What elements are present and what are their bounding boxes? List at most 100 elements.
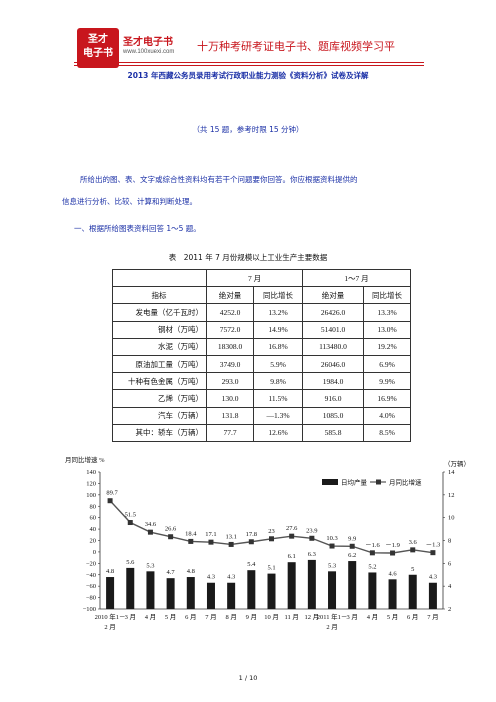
table-cell: 十种有色金属（万吨） xyxy=(112,372,207,391)
line-value-label: 23 xyxy=(268,528,275,535)
table-group-header-row: 7 月 1～7 月 xyxy=(112,268,411,288)
x-tick-label: 4 月 xyxy=(145,613,156,621)
y-axis-label: 月同比增速 % xyxy=(65,455,105,464)
group-header-july: 7 月 xyxy=(206,268,303,288)
line-value-label: －1.3 xyxy=(426,542,441,549)
group-header-jan-jul: 1～7 月 xyxy=(302,268,411,288)
question-meta: （共 15 题，参考时限 15 分钟） xyxy=(192,125,304,134)
table-row: 汽车（万辆） 131.8 —1.3% 1085.0 4.0% xyxy=(112,406,411,425)
column-header: 绝对量 xyxy=(206,286,254,305)
bar-value-label: 5.1 xyxy=(267,565,275,572)
bar xyxy=(126,567,135,609)
table-cell: 13.0% xyxy=(363,320,411,339)
bar-value-label: 4.7 xyxy=(167,569,176,576)
line-value-label: －1.9 xyxy=(385,542,400,549)
bar xyxy=(106,577,115,609)
table-row: 原油加工量（万吨） 3749.0 5.9% 26046.0 6.9% xyxy=(112,354,411,374)
table-cell: 51401.0 xyxy=(302,320,364,339)
bar xyxy=(307,559,316,609)
line-point xyxy=(188,538,194,544)
bar xyxy=(348,561,357,609)
line-value-label: 17.1 xyxy=(205,531,216,538)
line-point xyxy=(289,533,295,539)
brand-url[interactable]: www.100xuexi.com xyxy=(123,49,175,55)
bar-value-label: 6.2 xyxy=(348,552,356,559)
table-title: 表 2011 年 7 月份规模以上工业生产主要数据 xyxy=(168,253,328,262)
bar-value-label: 4.3 xyxy=(429,574,437,581)
bar xyxy=(247,570,256,609)
y2-tick-label: 10 xyxy=(448,515,455,522)
line-point xyxy=(248,539,254,545)
y-tick-label: −20 xyxy=(86,560,96,567)
table-cell: 77.7 xyxy=(206,423,254,442)
table-cell: —1.3% xyxy=(253,406,303,425)
y2-tick-label: 2 xyxy=(448,606,451,613)
bar-value-label: 6.3 xyxy=(308,551,316,558)
table-row: 十种有色金属（万吨） 293.0 9.8% 1984.0 9.9% xyxy=(112,372,411,391)
x-tick-label: 2011 年1－ xyxy=(317,612,348,621)
line-point xyxy=(228,541,234,547)
bar-value-label: 6.1 xyxy=(288,553,296,560)
table-cell: 原油加工量（万吨） xyxy=(112,354,207,374)
bar-value-label: 5.3 xyxy=(328,562,336,569)
table-cell: 乙烯（万吨） xyxy=(112,389,207,408)
line-value-label: 27.6 xyxy=(286,525,298,532)
bar-value-label: 4.8 xyxy=(106,568,114,575)
table-row: 乙烯（万吨） 130.0 11.5% 916.0 16.9% xyxy=(112,389,411,408)
table-row: 水泥（万吨） 18308.0 16.8% 113480.0 19.2% xyxy=(112,337,411,356)
table-cell: 26046.0 xyxy=(302,354,364,374)
line-point xyxy=(269,536,274,542)
x-sub-label: 2 月 xyxy=(326,623,337,631)
table-cell: 293.0 xyxy=(206,372,254,391)
bar-value-label: 5 xyxy=(411,566,414,573)
table-cell: 16.9% xyxy=(363,389,411,408)
table-cell: 发电量（亿千瓦时） xyxy=(112,303,207,322)
column-header: 绝对量 xyxy=(302,286,364,305)
legend-bar-swatch xyxy=(322,479,338,485)
table-cell: 4.0% xyxy=(363,406,411,425)
document-title: 2013 年西藏公务员录用考试行政职业能力测验《资料分析》试卷及详解 xyxy=(127,71,369,80)
y-tick-label: 100 xyxy=(86,492,96,499)
bar-value-label: 5.4 xyxy=(247,561,256,568)
y2-tick-label: 14 xyxy=(448,469,455,476)
bar-value-label: 5.2 xyxy=(368,563,376,570)
legend-line-label: 月同比增速 xyxy=(389,478,422,487)
line-value-label: 9.9 xyxy=(348,535,356,542)
line-point xyxy=(410,547,416,553)
bar xyxy=(186,577,195,609)
line-point xyxy=(369,550,375,556)
line-value-label: 26.6 xyxy=(165,526,177,533)
logo-top-text: 圣才 xyxy=(88,34,108,45)
line-point xyxy=(349,543,355,549)
table-cell: 130.0 xyxy=(206,389,254,408)
table-cell: 131.8 xyxy=(206,406,254,425)
bar xyxy=(408,574,417,609)
x-sub-label: 2 月 xyxy=(104,623,115,631)
table-cell: 水泥（万吨） xyxy=(112,337,207,356)
y-tick-label: −100 xyxy=(83,606,96,613)
legend-bar-label: 日均产量 xyxy=(341,478,368,487)
table-cell: 916.0 xyxy=(302,389,364,408)
bar xyxy=(206,582,215,609)
table-cell: 钢材（万吨） xyxy=(112,320,207,339)
column-header: 同比增长 xyxy=(363,286,411,305)
legend-line-marker xyxy=(376,479,381,485)
table-cell: 9.8% xyxy=(253,372,303,391)
y-tick-label: −60 xyxy=(86,583,96,590)
line-value-label: 89.7 xyxy=(106,490,118,497)
logo-bottom-text: 电子书 xyxy=(83,48,113,59)
bar xyxy=(146,571,155,609)
y-tick-label: 120 xyxy=(86,480,96,487)
x-tick-label: 9 月 xyxy=(246,613,257,621)
x-tick-label: 5 月 xyxy=(387,613,398,621)
line-value-label: 17.8 xyxy=(246,531,257,538)
x-tick-label: 7 月 xyxy=(427,613,438,621)
table-cell: 5.9% xyxy=(253,354,303,374)
table-cell: 其中：轿车（万辆） xyxy=(112,423,207,442)
line-point xyxy=(107,498,113,504)
y2-tick-label: 8 xyxy=(448,538,451,545)
table-cell: 113480.0 xyxy=(302,337,364,356)
table-cell: 4252.0 xyxy=(206,303,254,322)
bar-value-label: 4.3 xyxy=(227,574,235,581)
instructions-line-2: 信息进行分析、比较、计算和判断处理。 xyxy=(62,197,197,206)
